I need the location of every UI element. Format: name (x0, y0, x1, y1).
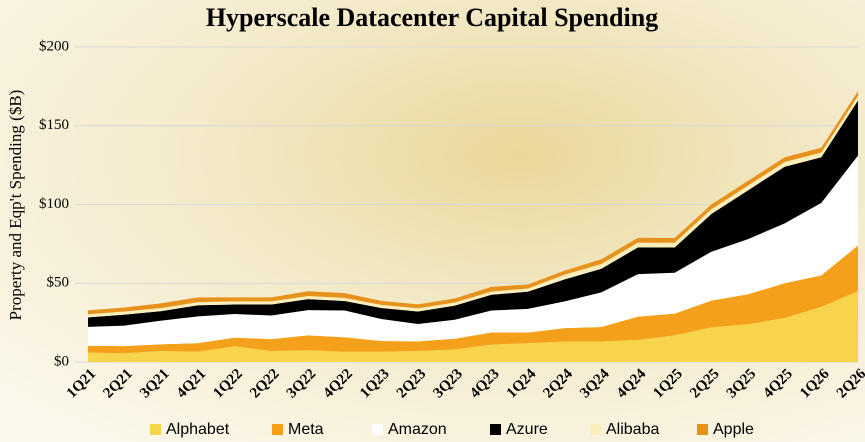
y-tick-label: $150 (39, 117, 69, 133)
legend-label: Alphabet (166, 421, 230, 438)
area (88, 291, 858, 362)
legend-label: Amazon (388, 421, 447, 438)
legend-label: Apple (713, 421, 754, 438)
y-tick-label: $100 (39, 196, 69, 212)
area (88, 100, 858, 327)
area (88, 245, 858, 354)
y-axis-label: Property and Eqp't Spending ($B) (6, 90, 25, 321)
legend-label: Meta (288, 421, 324, 438)
legend-swatch (372, 424, 383, 435)
legend-swatch (590, 424, 601, 435)
y-tick-label: $200 (39, 38, 69, 54)
y-tick-label: $0 (54, 353, 69, 369)
legend-label: Azure (506, 421, 548, 438)
legend-swatch (697, 424, 708, 435)
legend-label: Alibaba (606, 421, 659, 438)
area (88, 155, 858, 347)
chart-title: Hyperscale Datacenter Capital Spending (206, 3, 658, 32)
y-tick-label: $50 (47, 275, 70, 291)
legend-swatch (150, 424, 161, 435)
legend-swatch (490, 424, 501, 435)
legend-swatch (272, 424, 283, 435)
